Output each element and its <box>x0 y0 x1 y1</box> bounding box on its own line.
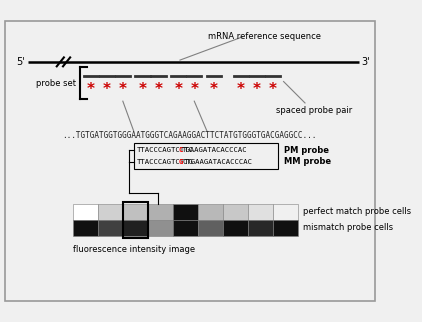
Text: *: * <box>253 82 261 97</box>
Bar <box>123 202 148 238</box>
Bar <box>198 220 223 236</box>
Bar <box>98 204 123 220</box>
Text: *: * <box>269 82 277 97</box>
Bar <box>123 220 148 236</box>
Bar <box>173 204 198 220</box>
Bar <box>198 204 223 220</box>
Bar <box>273 204 298 220</box>
Bar <box>133 143 278 169</box>
Bar <box>173 220 198 236</box>
Text: *: * <box>210 82 218 97</box>
Text: MM probe: MM probe <box>284 157 331 166</box>
Bar <box>223 220 248 236</box>
Bar <box>148 204 173 220</box>
Text: fluorescence intensity image: fluorescence intensity image <box>73 245 195 254</box>
Text: C: C <box>179 147 183 153</box>
Text: *: * <box>103 82 111 97</box>
Text: TTACCCAGTCTTC: TTACCCAGTCTTC <box>137 147 194 153</box>
Text: *: * <box>190 82 198 97</box>
Text: spaced probe pair: spaced probe pair <box>276 106 352 115</box>
Bar <box>123 204 148 220</box>
Text: mismatch probe cells: mismatch probe cells <box>303 223 393 232</box>
Bar <box>248 204 273 220</box>
Text: CTGAAGATACACCCAC: CTGAAGATACACCCAC <box>182 159 252 165</box>
Text: *: * <box>154 82 162 97</box>
Text: *: * <box>138 82 146 97</box>
Text: 5': 5' <box>16 57 25 67</box>
Bar <box>273 220 298 236</box>
Bar <box>223 204 248 220</box>
Text: ...TGTGATGGTGGGAATGGGTCAGAAGGACTTCTATGTGGGTGACGAGGCC...: ...TGTGATGGTGGGAATGGGTCAGAAGGACTTCTATGTG… <box>62 131 316 140</box>
Text: TGAAGATACACCCAC: TGAAGATACACCCAC <box>182 147 248 153</box>
Text: perfect match probe cells: perfect match probe cells <box>303 207 411 216</box>
Bar <box>248 220 273 236</box>
Text: probe set: probe set <box>36 79 76 88</box>
Bar <box>73 204 98 220</box>
Bar <box>98 220 123 236</box>
Text: mRNA reference sequence: mRNA reference sequence <box>208 33 321 42</box>
Text: *: * <box>119 82 127 97</box>
Text: *: * <box>87 82 95 97</box>
Bar <box>73 220 98 236</box>
Text: 3': 3' <box>361 57 370 67</box>
Text: G: G <box>179 159 183 165</box>
Text: TTACCCAGTCTTG: TTACCCAGTCTTG <box>137 159 194 165</box>
Text: *: * <box>174 82 182 97</box>
Text: *: * <box>237 82 245 97</box>
Text: PM probe: PM probe <box>284 146 329 155</box>
Bar <box>148 220 173 236</box>
